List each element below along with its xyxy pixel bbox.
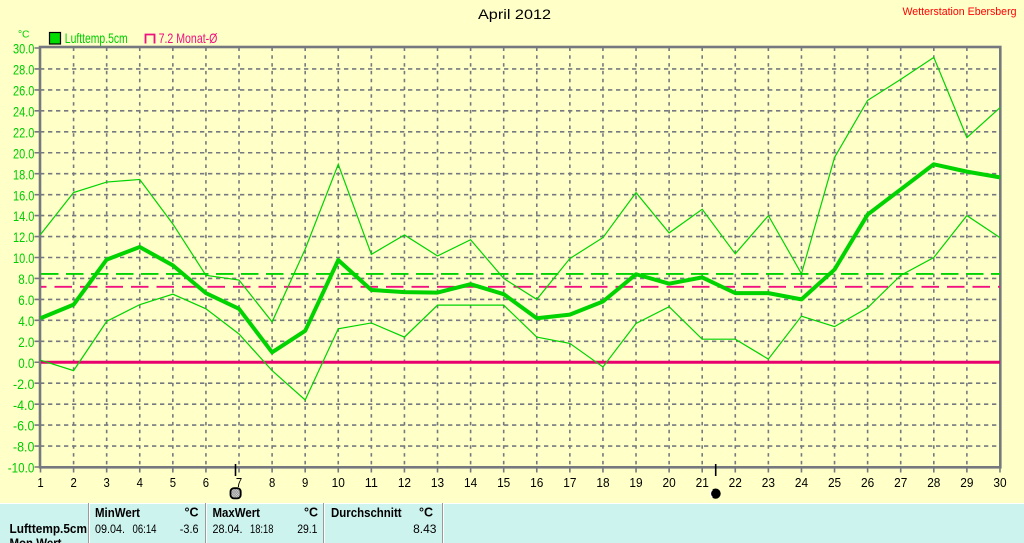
svg-text:9: 9	[302, 475, 308, 490]
svg-text:10.0: 10.0	[13, 251, 34, 266]
svg-text:16.0: 16.0	[13, 188, 34, 203]
svg-text:8: 8	[269, 475, 275, 490]
svg-text:8.0: 8.0	[18, 272, 34, 287]
svg-text:20: 20	[663, 475, 676, 490]
svg-text:-10.0: -10.0	[8, 461, 35, 476]
svg-text:26.0: 26.0	[13, 84, 34, 99]
svg-text:18:18: 18:18	[250, 524, 273, 536]
svg-text:22.0: 22.0	[13, 125, 34, 140]
svg-text:3: 3	[104, 475, 110, 490]
svg-text:6: 6	[203, 475, 209, 490]
svg-text:Wetterstation Ebersberg: Wetterstation Ebersberg	[903, 6, 1017, 18]
svg-text:-6.0: -6.0	[13, 419, 34, 434]
svg-text:24: 24	[795, 475, 808, 490]
svg-text:10: 10	[332, 475, 345, 490]
svg-text:7.2 Monat-Ø: 7.2 Monat-Ø	[159, 30, 218, 46]
svg-text:MinWert: MinWert	[95, 505, 141, 520]
svg-text:21: 21	[696, 475, 709, 490]
svg-text:19: 19	[629, 475, 642, 490]
svg-text:30: 30	[993, 475, 1006, 490]
svg-text:18.0: 18.0	[13, 167, 34, 182]
svg-text:Lufttemp.5cm: Lufttemp.5cm	[10, 522, 88, 536]
svg-text:20.0: 20.0	[13, 146, 34, 161]
svg-text:April 2012: April 2012	[478, 6, 551, 22]
svg-text:MaxWert: MaxWert	[213, 505, 261, 520]
svg-text:13: 13	[431, 475, 444, 490]
svg-text:23: 23	[762, 475, 775, 490]
svg-text:6.0: 6.0	[18, 293, 34, 308]
svg-text:26: 26	[861, 475, 874, 490]
svg-text:16: 16	[530, 475, 543, 490]
svg-text:29.1: 29.1	[297, 524, 317, 536]
svg-text:28: 28	[927, 475, 940, 490]
svg-text:27: 27	[894, 475, 907, 490]
svg-text:06:14: 06:14	[133, 524, 158, 536]
svg-text:28.04.: 28.04.	[213, 524, 243, 536]
svg-text:18: 18	[596, 475, 609, 490]
svg-text:°C: °C	[304, 506, 318, 520]
svg-text:22: 22	[729, 475, 742, 490]
svg-text:-3.6: -3.6	[180, 524, 199, 536]
svg-text:7: 7	[236, 475, 242, 490]
svg-text:8.43: 8.43	[413, 524, 436, 536]
svg-text:17: 17	[563, 475, 576, 490]
svg-text:-4.0: -4.0	[13, 398, 34, 413]
svg-text:Lufttemp.5cm: Lufttemp.5cm	[65, 30, 128, 46]
svg-text:-2.0: -2.0	[13, 377, 34, 392]
svg-text:09.04.: 09.04.	[95, 524, 125, 536]
svg-text:°C: °C	[419, 506, 433, 520]
svg-text:Mon.Wert: Mon.Wert	[10, 537, 63, 543]
svg-text:11: 11	[365, 475, 378, 490]
svg-text:12.0: 12.0	[13, 230, 34, 245]
svg-text:2: 2	[70, 475, 76, 490]
svg-text:Durchschnitt: Durchschnitt	[331, 505, 402, 520]
svg-text:30.0: 30.0	[13, 42, 34, 57]
svg-text:4.0: 4.0	[18, 314, 34, 329]
svg-text:15: 15	[497, 475, 510, 490]
svg-text:14.0: 14.0	[13, 209, 34, 224]
svg-text:25: 25	[828, 475, 841, 490]
svg-text:5: 5	[170, 475, 176, 490]
svg-text:°C: °C	[18, 30, 30, 41]
svg-text:12: 12	[398, 475, 411, 490]
svg-text:14: 14	[464, 475, 477, 490]
svg-text:0.0: 0.0	[18, 356, 34, 371]
svg-text:28.0: 28.0	[13, 63, 34, 78]
svg-text:°C: °C	[184, 506, 198, 520]
svg-text:29: 29	[960, 475, 973, 490]
svg-text:4: 4	[137, 475, 143, 490]
svg-text:-8.0: -8.0	[13, 440, 34, 455]
svg-text:24.0: 24.0	[13, 104, 34, 119]
svg-text:2.0: 2.0	[18, 335, 34, 350]
svg-text:1: 1	[37, 475, 43, 490]
